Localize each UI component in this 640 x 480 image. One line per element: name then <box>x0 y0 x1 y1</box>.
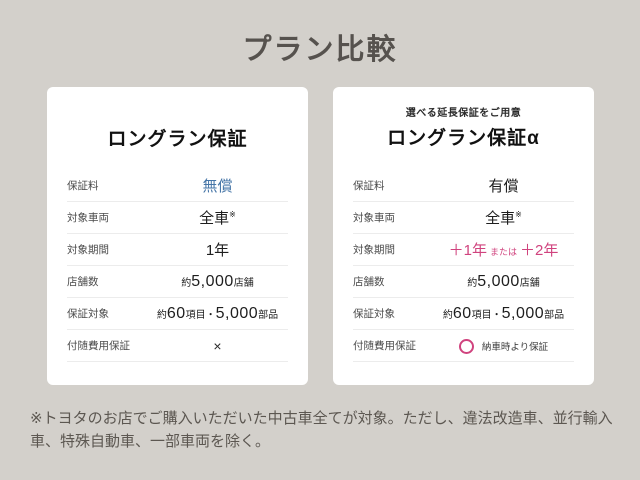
row-value-fee: 無償 <box>202 178 233 195</box>
plan-card-longrun-alpha: 選べる延長保証をご用意 ロングラン保証α 保証料 有償 対象車両 全車※ 対象期… <box>333 87 594 385</box>
coverage-mid: 項目・ <box>471 309 502 321</box>
row-incidental: 付随費用保証 納車時より保証 <box>353 330 574 362</box>
row-value-coverage: 約60項目・5,000部品 <box>433 305 574 323</box>
row-period: 対象期間 1年 <box>67 234 288 266</box>
plan-card-longrun-alpha-header: 選べる延長保証をご用意 ロングラン保証α <box>333 87 594 170</box>
row-label-incidental: 付随費用保証 <box>353 340 416 352</box>
row-value-incidental: 納車時より保証 <box>433 337 574 354</box>
coverage-number-2: 5,000 <box>215 304 259 322</box>
row-coverage: 保証対象 約60項目・5,000部品 <box>353 298 574 330</box>
stores-prefix: 約 <box>181 277 192 289</box>
row-label-coverage: 保証対象 <box>67 308 109 320</box>
plan-longrun-alpha-rows: 保証料 有償 対象車両 全車※ 対象期間 ＋1年 または ＋2年 店舗数 約5,00… <box>333 170 594 362</box>
coverage-prefix: 約 <box>442 309 453 321</box>
row-stores: 店舗数 約5,000店舗 <box>353 266 574 298</box>
coverage-suffix: 部品 <box>258 309 279 321</box>
row-label-fee: 保証料 <box>67 180 99 192</box>
row-stores: 店舗数 約5,000店舗 <box>67 266 288 298</box>
stores-prefix: 約 <box>467 277 478 289</box>
footnote: ※トヨタのお店でご購入いただいた中古車全てが対象。ただし、違法改造車、並行輸入車… <box>30 410 613 450</box>
coverage-suffix: 部品 <box>544 309 565 321</box>
vehicles-text: 全車 <box>485 210 516 227</box>
row-label-vehicles: 対象車両 <box>353 212 395 224</box>
vehicles-note-mark: ※ <box>515 210 522 219</box>
incidental-caption: 納車時より保証 <box>481 342 549 354</box>
row-label-vehicles: 対象車両 <box>67 212 109 224</box>
row-value-stores: 約5,000店舗 <box>147 273 288 291</box>
coverage-mid: 項目・ <box>185 309 216 321</box>
row-value-period: ＋1年 または ＋2年 <box>433 239 574 260</box>
row-value-fee: 有償 <box>488 178 519 195</box>
plan-title-longrun: ロングラン保証 <box>107 129 248 150</box>
row-label-fee: 保証料 <box>353 180 385 192</box>
row-value-vehicles: 全車※ <box>147 207 288 228</box>
row-label-stores: 店舗数 <box>353 276 385 288</box>
incidental-cross-mark: × <box>213 337 222 354</box>
coverage-number-1: 60 <box>166 304 186 322</box>
row-label-period: 対象期間 <box>353 244 395 256</box>
period-option-2: ＋2年 <box>520 242 559 259</box>
stores-number: 5,000 <box>191 272 234 290</box>
row-label-period: 対象期間 <box>67 244 109 256</box>
row-vehicles: 対象車両 全車※ <box>67 202 288 234</box>
row-value-coverage: 約60項目・5,000部品 <box>147 305 288 323</box>
plan-card-longrun-header: ロングラン保証 <box>47 87 308 170</box>
row-label-stores: 店舗数 <box>67 276 99 288</box>
plan-subtitle-longrun-alpha: 選べる延長保証をご用意 <box>405 108 522 119</box>
row-incidental: 付随費用保証 × <box>67 330 288 362</box>
plan-card-longrun: ロングラン保証 保証料 無償 対象車両 全車※ 対象期間 1年 店舗数 約5,0… <box>47 87 308 385</box>
vehicles-note-mark: ※ <box>229 210 236 219</box>
period-or-word: または <box>489 247 517 257</box>
stores-number: 5,000 <box>477 272 520 290</box>
coverage-number-2: 5,000 <box>501 304 545 322</box>
circle-icon <box>458 338 474 354</box>
vehicles-text: 全車 <box>199 210 230 227</box>
period-option-1: ＋1年 <box>448 242 487 259</box>
coverage-number-1: 60 <box>452 304 472 322</box>
row-fee: 保証料 無償 <box>67 170 288 202</box>
row-value-period: 1年 <box>205 242 230 259</box>
plan-title-longrun-alpha: ロングラン保証α <box>387 128 540 149</box>
row-value-stores: 約5,000店舗 <box>433 273 574 291</box>
stores-suffix: 店舗 <box>519 277 540 289</box>
row-label-coverage: 保証対象 <box>353 308 395 320</box>
row-period: 対象期間 ＋1年 または ＋2年 <box>353 234 574 266</box>
coverage-prefix: 約 <box>156 309 167 321</box>
row-fee: 保証料 有償 <box>353 170 574 202</box>
row-label-incidental: 付随費用保証 <box>67 340 130 352</box>
row-value-vehicles: 全車※ <box>433 207 574 228</box>
row-vehicles: 対象車両 全車※ <box>353 202 574 234</box>
plan-longrun-rows: 保証料 無償 対象車両 全車※ 対象期間 1年 店舗数 約5,000店舗 保証対… <box>47 170 308 362</box>
row-coverage: 保証対象 約60項目・5,000部品 <box>67 298 288 330</box>
page-title: プラン比較 <box>242 34 398 66</box>
stores-suffix: 店舗 <box>233 277 254 289</box>
